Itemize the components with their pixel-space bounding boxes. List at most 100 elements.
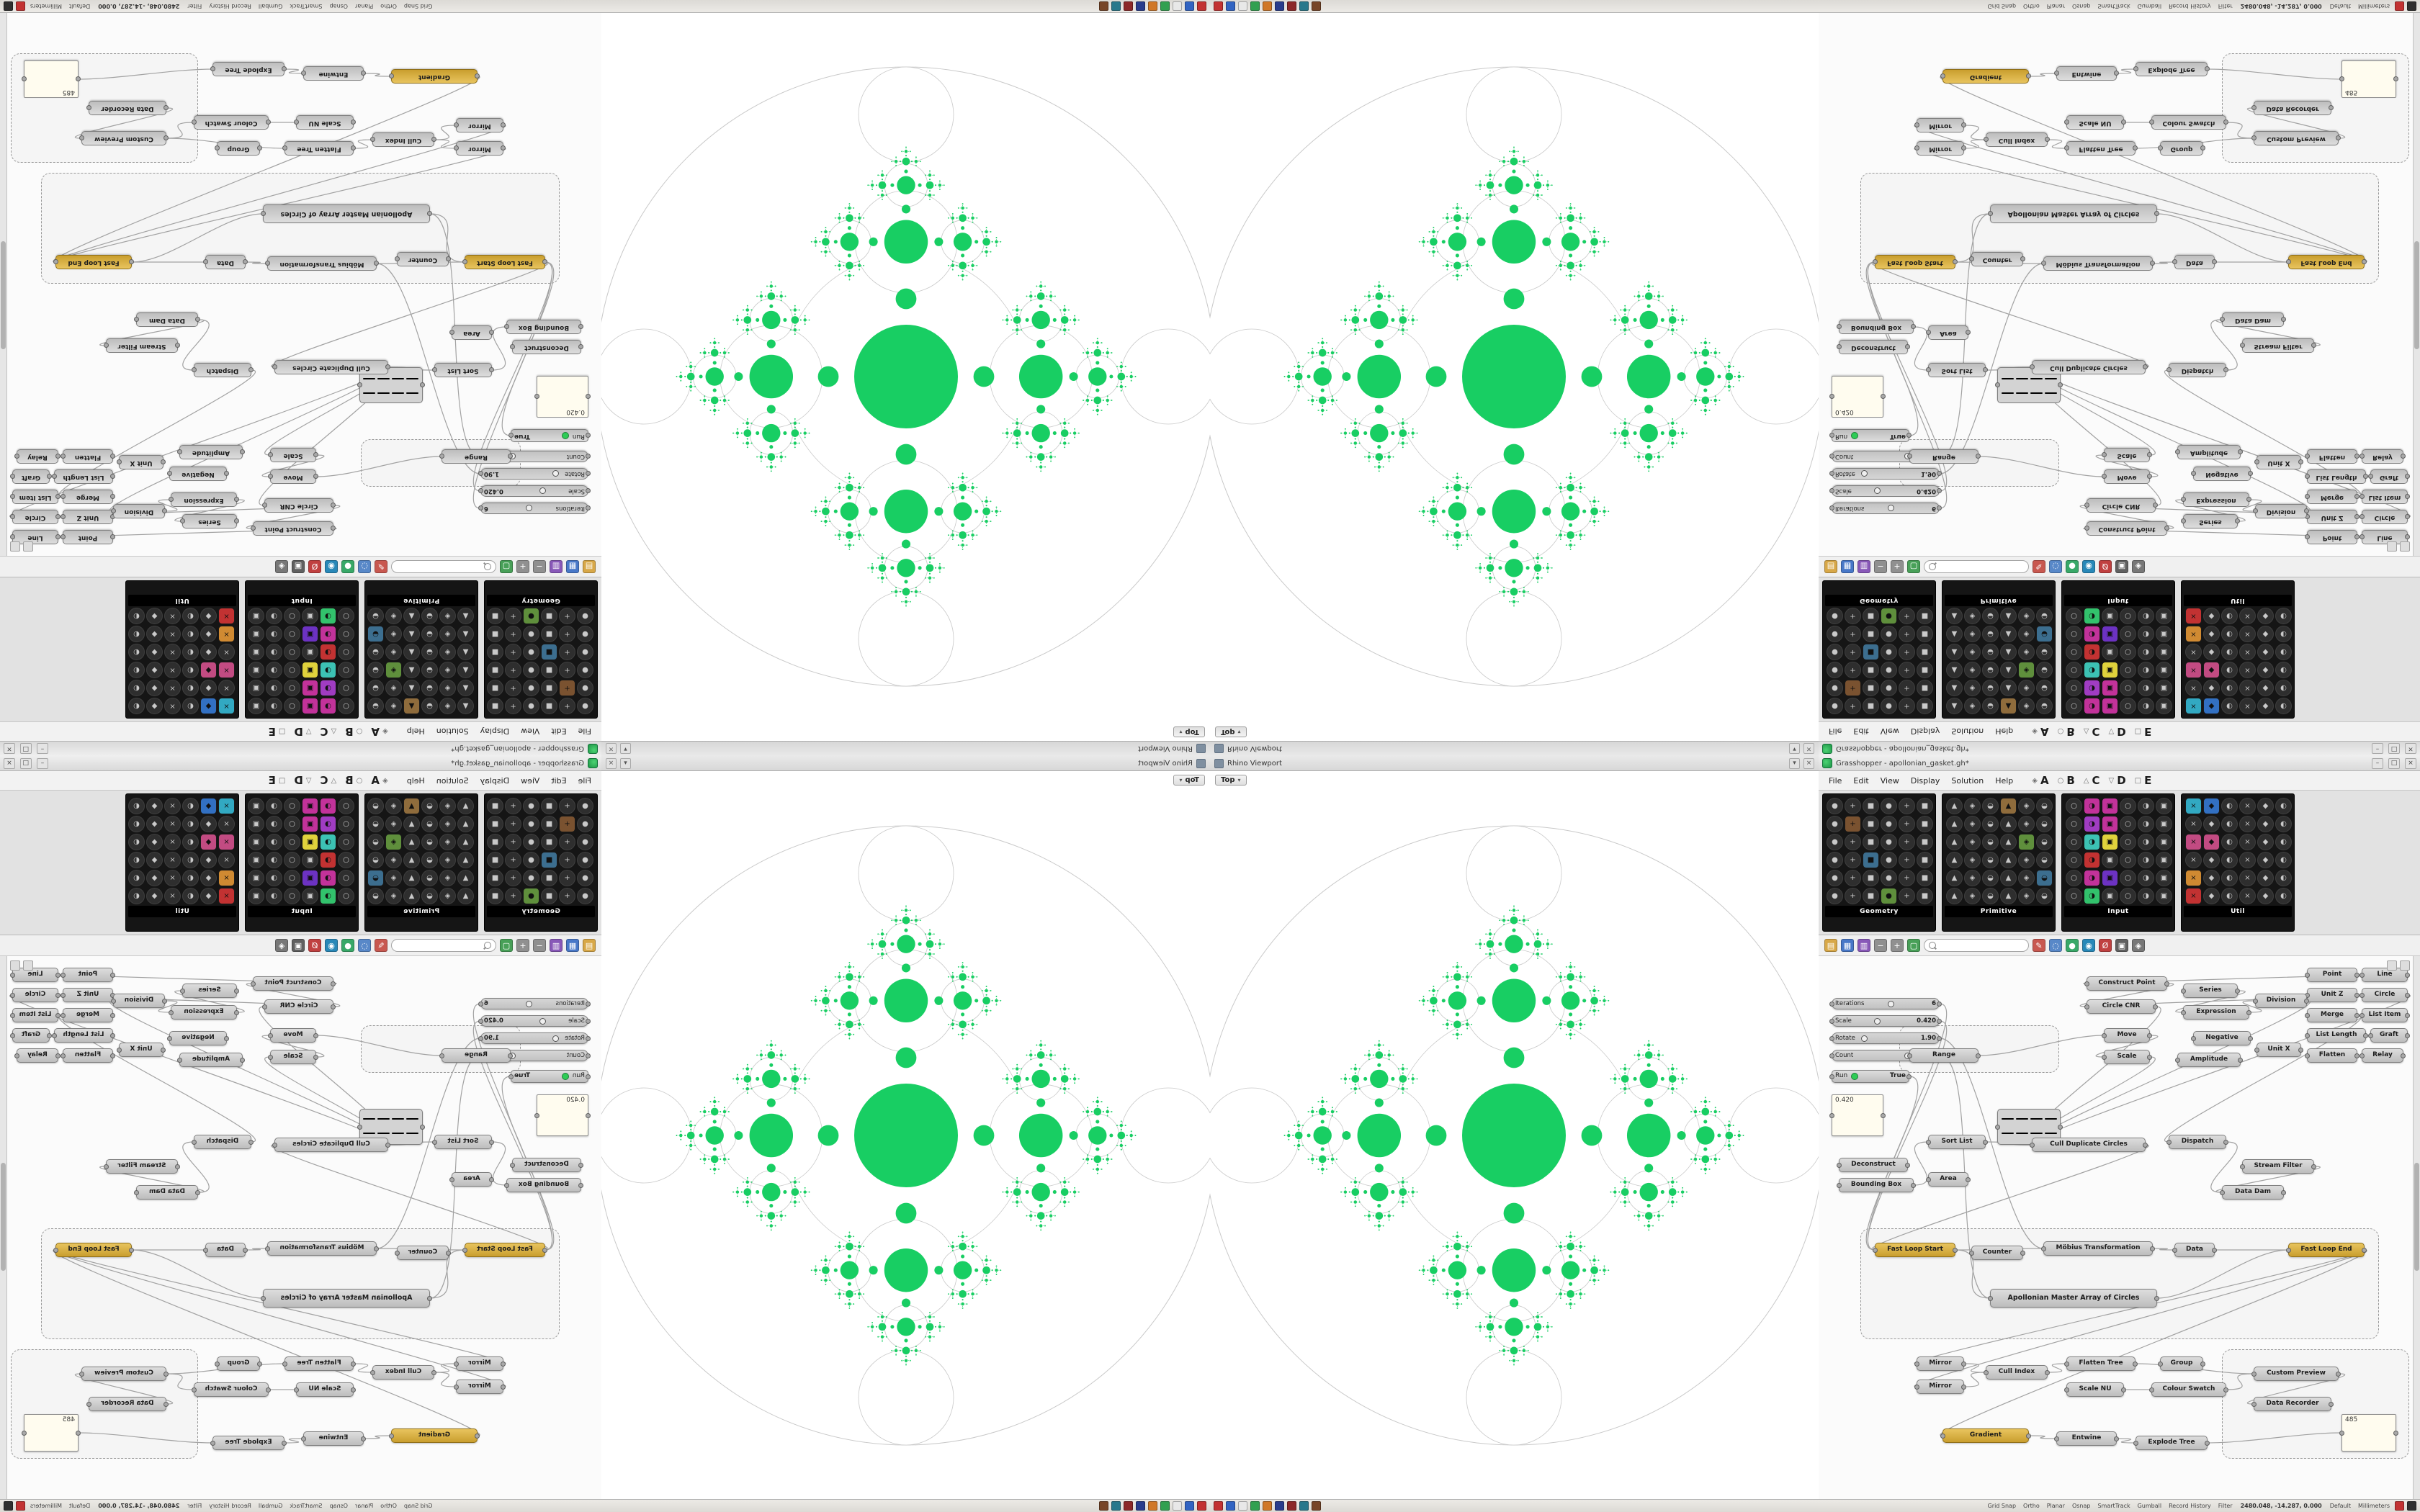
component-icon[interactable]: ● (1881, 680, 1897, 696)
component-icon[interactable]: ◑ (266, 834, 282, 850)
component-icon[interactable]: ◆ (2257, 662, 2274, 678)
gh-node-series-m3[interactable]: Series (182, 984, 237, 998)
component-icon[interactable]: ◆ (146, 680, 163, 696)
component-icon[interactable]: ▲ (457, 608, 474, 624)
component-icon[interactable]: ▲ (2000, 698, 2017, 714)
gh-node-data-DataNode[interactable]: Data (2174, 255, 2215, 269)
component-icon[interactable]: ▣ (248, 870, 264, 886)
component-icon[interactable]: + (559, 870, 575, 886)
taskbar-app-9-icon[interactable] (1099, 1501, 1108, 1511)
component-icon[interactable]: ◈ (385, 644, 402, 660)
component-icon[interactable]: ▲ (1946, 644, 1963, 660)
gh-node-division-m5[interactable]: Division (113, 994, 165, 1008)
component-icon[interactable]: × (2185, 698, 2202, 714)
gh-node-construct-point-m1[interactable]: Construct Point (253, 976, 333, 991)
loop-control-button[interactable] (2044, 392, 2057, 395)
export-icon[interactable]: ▥ (1857, 560, 1870, 573)
component-icon[interactable]: ◈ (2018, 680, 2035, 696)
loop-control-button[interactable] (392, 378, 405, 380)
component-icon[interactable]: ◈ (385, 834, 402, 850)
gh-node-amplitude-m9[interactable]: Amplitude (2177, 445, 2241, 459)
component-icon[interactable]: ○ (2120, 680, 2136, 696)
component-icon[interactable]: ○ (2066, 662, 2082, 678)
gh-node-expression-m4[interactable]: Expression (171, 1005, 237, 1020)
component-icon[interactable]: ◐ (128, 698, 145, 714)
gh-node-cull-duplicate-circles-c1[interactable]: Cull Duplicate Circles (2032, 360, 2146, 374)
component-icon[interactable]: ▣ (248, 816, 264, 832)
component-icon[interactable]: ◐ (2221, 626, 2238, 642)
gh-node-merge-r5[interactable]: Merge (63, 1008, 113, 1022)
gh-node-fast-loop-end-LoopEnd[interactable]: Fast Loop End (2288, 255, 2365, 269)
component-icon[interactable]: ◈ (439, 662, 456, 678)
component-icon[interactable]: ▲ (2000, 626, 2017, 642)
gh-node-division-m5[interactable]: Division (2255, 504, 2307, 518)
gh-node-series-m3[interactable]: Series (182, 514, 237, 528)
gh-node-circle-r4[interactable]: Circle (12, 510, 58, 524)
component-icon[interactable]: + (505, 798, 521, 814)
slider-grip[interactable] (525, 505, 532, 511)
component-icon[interactable]: ○ (338, 852, 354, 868)
component-icon[interactable]: ◑ (320, 608, 336, 624)
component-icon[interactable]: ◐ (182, 798, 199, 814)
component-icon[interactable]: ▣ (302, 852, 318, 868)
gh-node-iterations-s1[interactable]: Iterations 6 (1832, 503, 1940, 514)
component-icon[interactable]: ○ (284, 834, 300, 850)
viewport-menu-icon[interactable]: ▾ (1789, 743, 1800, 755)
status-toggle-gumball[interactable]: Gumball (2137, 3, 2162, 9)
component-icon[interactable]: ◒ (2036, 698, 2053, 714)
component-icon[interactable]: + (505, 680, 521, 696)
zoom-extents-icon[interactable]: ▢ (1907, 560, 1920, 573)
save-file-icon[interactable]: ▦ (566, 939, 579, 952)
component-icon[interactable]: ◒ (421, 644, 438, 660)
gh-node-circle-cnr-m2[interactable]: Circle CNR (264, 498, 333, 513)
component-icon[interactable]: ◈ (385, 662, 402, 678)
component-icon[interactable]: ▣ (302, 698, 318, 714)
gh-node-mirror-d1[interactable]: Mirror (1917, 141, 1964, 156)
component-icon[interactable]: ◈ (439, 608, 456, 624)
tab-c[interactable]: △ C (321, 774, 337, 787)
preview-rendered-icon[interactable]: ◉ (325, 560, 338, 573)
gh-node-deconstruct-l1[interactable]: Deconstruct (512, 340, 581, 354)
component-icon[interactable]: ▲ (457, 698, 474, 714)
gh-node-panel-p2[interactable]: 485 (2341, 60, 2396, 98)
gh-node-counter-cnt[interactable]: Counter (397, 1246, 449, 1260)
component-icon[interactable]: ◑ (320, 698, 336, 714)
component-icon[interactable]: ◆ (2257, 608, 2274, 624)
viewport-tab-top[interactable]: Top ▾ (1215, 775, 1247, 786)
component-icon[interactable]: ◑ (2084, 680, 2100, 696)
gh-node-series-m3[interactable]: Series (2183, 514, 2238, 528)
component-icon[interactable]: ◆ (200, 798, 217, 814)
component-icon[interactable]: ▲ (457, 662, 474, 678)
component-icon[interactable]: ◐ (2221, 644, 2238, 660)
gh-node-run-t1[interactable]: Run True (511, 429, 588, 442)
component-icon[interactable]: ● (523, 626, 539, 642)
viewport-close-icon[interactable]: × (606, 757, 617, 769)
component-icon[interactable]: ● (577, 852, 593, 868)
component-icon[interactable]: ◆ (200, 608, 217, 624)
loop-control-button[interactable] (406, 1117, 419, 1120)
gh-node-move-m7[interactable]: Move (270, 1028, 316, 1043)
component-icon[interactable]: ● (1827, 698, 1843, 714)
gh-node-dispatch-c3[interactable]: Dispatch (194, 363, 251, 377)
gh-node-bounding-box-l2[interactable]: Bounding Box (506, 1178, 581, 1192)
component-icon[interactable]: × (164, 870, 181, 886)
component-icon[interactable]: ◈ (385, 626, 402, 642)
component-icon[interactable]: × (2239, 644, 2256, 660)
gh-node-point-r1[interactable]: Point (2307, 530, 2357, 544)
taskbar-app-4-icon[interactable] (1160, 1501, 1170, 1511)
component-icon[interactable]: ▲ (403, 644, 420, 660)
gh-node-explode-tree-f3[interactable]: Explode Tree (212, 62, 284, 76)
grasshopper-canvas[interactable]: Iterations6Scale0.420Rotate1.90Count12Ru… (0, 956, 601, 1499)
status-toggle-osnap[interactable]: Osnap (2071, 3, 2091, 9)
gh-node-cull-duplicate-circles-c1[interactable]: Cull Duplicate Circles (274, 360, 388, 374)
gh-node-list-item-r6[interactable]: List Item (12, 490, 58, 504)
component-icon[interactable]: ◒ (421, 870, 438, 886)
component-icon[interactable]: ■ (541, 626, 557, 642)
status-toggle-grid-snap[interactable]: Grid Snap (403, 1503, 433, 1509)
gh-node-sort-list-c2[interactable]: Sort List (1928, 363, 1986, 377)
camera-icon[interactable]: ▣ (292, 560, 305, 573)
component-icon[interactable]: + (1899, 698, 1915, 714)
grasshopper-titlebar[interactable]: Grasshopper - apollonian_gasket.gh* – □ … (0, 756, 601, 771)
component-icon[interactable]: ◒ (421, 662, 438, 678)
component-icon[interactable]: + (1845, 644, 1861, 660)
